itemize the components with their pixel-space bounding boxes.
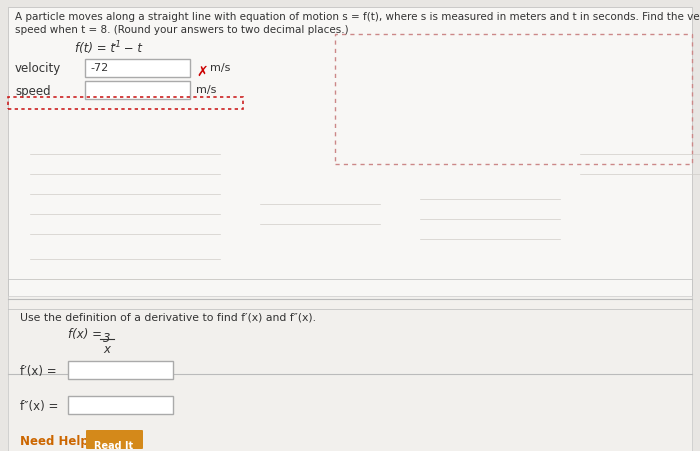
Text: f′(x) =: f′(x) =: [20, 364, 57, 377]
Text: Read It: Read It: [94, 440, 134, 450]
FancyBboxPatch shape: [86, 430, 143, 449]
Bar: [68, 396, 173, 414]
Text: speed when t = 8. (Round your answers to two decimal places.): speed when t = 8. (Round your answers to…: [15, 25, 349, 35]
Bar: [8, 295, 692, 379]
Text: velocity: velocity: [15, 62, 62, 75]
Bar: [8, 8, 692, 295]
Text: f(t) = t: f(t) = t: [75, 42, 115, 55]
Text: Use the definition of a derivative to find f′(x) and f″(x).: Use the definition of a derivative to fi…: [20, 311, 316, 321]
Text: − t: − t: [120, 42, 142, 55]
Text: speed: speed: [15, 85, 50, 98]
Bar: [335, 35, 692, 165]
Bar: [85, 60, 190, 78]
Text: 3: 3: [104, 331, 111, 344]
Text: -1: -1: [113, 40, 122, 49]
Bar: [8, 296, 692, 451]
Bar: [68, 361, 173, 379]
Text: f(x) =: f(x) =: [68, 327, 102, 340]
Text: m/s: m/s: [210, 63, 230, 73]
Text: ✗: ✗: [196, 65, 208, 79]
Bar: [8, 98, 243, 110]
Bar: [85, 82, 190, 100]
Text: A particle moves along a straight line with equation of motion s = f(t), where s: A particle moves along a straight line w…: [15, 12, 700, 22]
Text: m/s: m/s: [196, 85, 216, 95]
Text: f″(x) =: f″(x) =: [20, 399, 58, 412]
Text: -72: -72: [90, 63, 108, 73]
Bar: [8, 279, 692, 451]
Text: x: x: [104, 342, 111, 355]
Text: Need Help?: Need Help?: [20, 434, 96, 447]
